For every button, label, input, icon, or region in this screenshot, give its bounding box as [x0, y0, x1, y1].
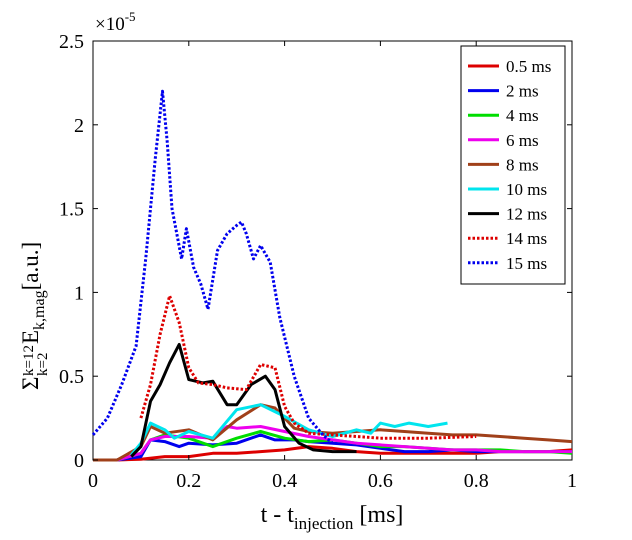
y-axis-label: Σ k=12 k=2 Ek,mag[a.u.] [18, 242, 51, 390]
legend: 0.5 ms 2 ms 4 ms 6 ms 8 ms 10 ms 12 ms 14 ms 15 … [460, 45, 566, 285]
legend-label: 4 ms [506, 106, 539, 125]
y-axis-label-unit: [a.u.] [18, 242, 43, 291]
series-line-12-ms [130, 342, 357, 458]
legend-label: 2 ms [506, 82, 539, 101]
legend-label: 15 ms [506, 254, 547, 273]
series-line-8-ms [93, 403, 573, 462]
y-axis-label-sup: k=12 [21, 345, 37, 376]
y-tick-label: 1.5 [59, 199, 84, 221]
y-tick-label: 0.5 [59, 366, 84, 388]
y-tick-label: 1 [74, 282, 84, 304]
exponent-base: ×10 [95, 14, 125, 35]
x-axis-label-main: t - t [261, 502, 295, 528]
series-line-14-ms [139, 294, 477, 440]
exponent-power: -5 [125, 9, 136, 24]
series-line-6-ms [93, 425, 572, 462]
legend-label: 0.5 ms [506, 57, 551, 76]
y-axis-label-sigma: Σ [18, 377, 43, 390]
svg-text:Σ: Σ [18, 377, 43, 390]
y-axis-label-sub: k=2 [35, 353, 51, 376]
x-tick-label: 0.6 [368, 470, 393, 492]
y-tick-label: 0 [74, 450, 84, 472]
svg-text:k=12: k=12 [21, 345, 37, 376]
x-axis-label: t - tinjection [ms] [261, 502, 404, 533]
x-tick-label: 0.8 [464, 470, 489, 492]
legend-label: 12 ms [506, 205, 547, 224]
x-tick-label: 0.4 [272, 470, 297, 492]
series-line-15-ms [91, 89, 334, 445]
y-axis-label-e: E [18, 330, 43, 344]
x-axis-label-sub: injection [294, 514, 354, 533]
series-layer [91, 89, 573, 462]
svg-text:k=2: k=2 [35, 353, 51, 376]
legend-label: 10 ms [506, 180, 547, 199]
svg-text:Ek,mag[a.u.]: Ek,mag[a.u.] [18, 242, 48, 344]
legend-label: 14 ms [506, 229, 547, 248]
y-tick-label: 2 [74, 115, 84, 137]
legend-label: 6 ms [506, 131, 539, 150]
legend-label: 8 ms [506, 155, 539, 174]
series-line-10-ms [130, 403, 448, 456]
x-tick-label: 1 [567, 470, 577, 492]
x-tick-label: 0 [88, 470, 98, 492]
y-tick-label: 2.5 [59, 31, 84, 53]
x-axis-label-unit: [ms] [353, 502, 403, 528]
x-tick-label: 0.2 [176, 470, 201, 492]
y-axis-label-esub: k,mag [31, 290, 48, 330]
exponent-label: ×10-5 [95, 9, 136, 35]
tick-layer: 0 0.2 0.4 0.6 0.8 1 0 0.5 1 1.5 2 2.5 [59, 31, 577, 492]
